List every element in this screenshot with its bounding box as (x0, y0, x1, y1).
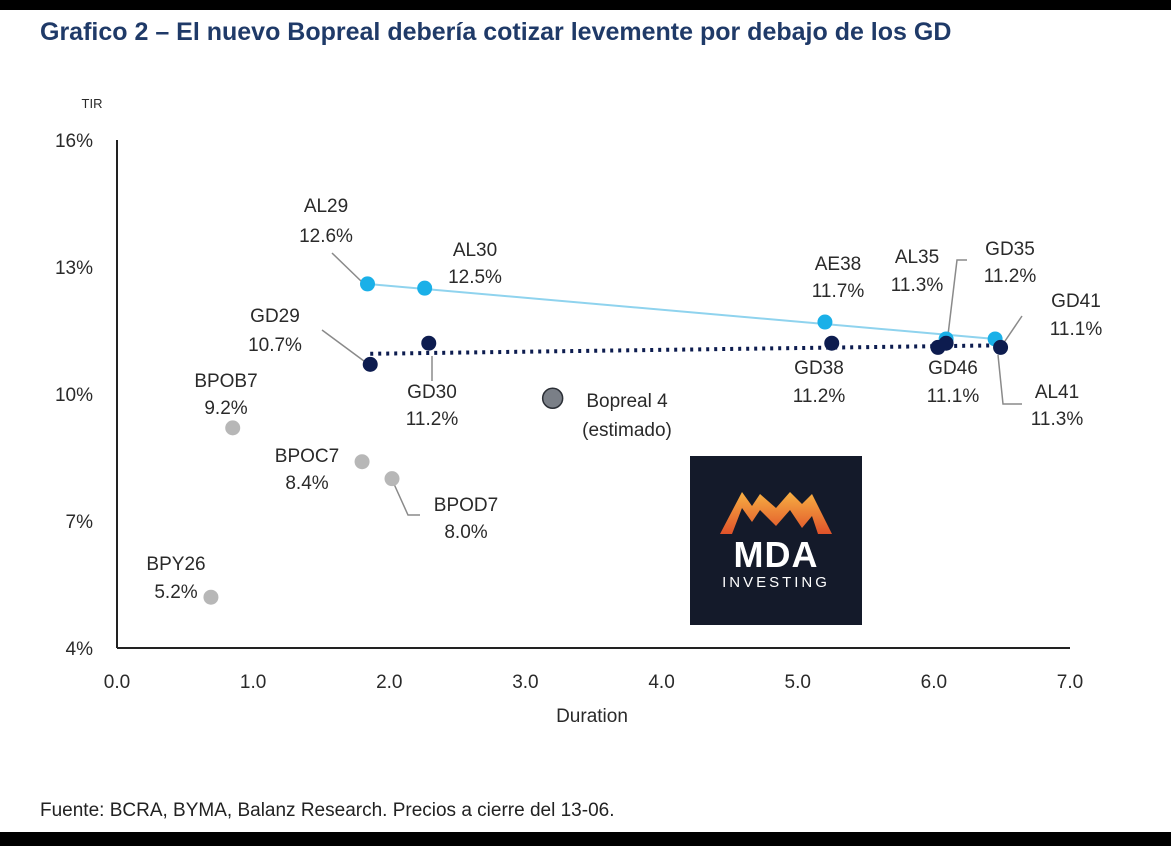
y-tick-label: 4% (66, 639, 94, 660)
logo-main-text: MDA (733, 534, 819, 575)
leader-line-al29 (331, 252, 363, 283)
point-value-bpoc7: 8.4% (285, 473, 328, 494)
point-bpod7 (384, 471, 400, 487)
point-gd29 (362, 356, 378, 372)
al-trendline (367, 282, 996, 340)
point-gd41 (993, 339, 1009, 355)
point-label-gd38: GD38 (794, 358, 844, 379)
point-value-al35: 11.3% (891, 275, 944, 296)
point-label-bpoc7: BPOC7 (275, 446, 339, 467)
point-label-al30: AL30 (453, 240, 497, 261)
source-note: Fuente: BCRA, BYMA, Balanz Research. Pre… (40, 800, 615, 821)
x-tick-label: 0.0 (104, 672, 130, 693)
y-tick-label: 16% (55, 131, 93, 152)
point-al30 (417, 280, 433, 296)
x-axis-label: Duration (556, 706, 628, 727)
point-al29 (360, 276, 376, 292)
point-label-gd46: GD46 (928, 358, 978, 379)
x-tick-label: 2.0 (376, 672, 402, 693)
point-bpy26 (203, 589, 219, 605)
logo-sub-text: INVESTING (722, 574, 830, 591)
point-value-bopreal-4: (estimado) (582, 420, 672, 441)
leader-line-gd41 (1002, 315, 1023, 345)
gd-trendline (370, 343, 1001, 356)
point-value-al30: 12.5% (448, 267, 502, 288)
point-value-bpod7: 8.0% (444, 522, 487, 543)
leader-line-gd29 (321, 329, 369, 365)
point-label-ae38: AE38 (815, 254, 861, 275)
point-label-al29: AL29 (304, 196, 348, 217)
point-label-al41: AL41 (1035, 382, 1079, 403)
point-value-gd46: 11.1% (927, 386, 980, 407)
y-tick-label: 7% (66, 512, 94, 533)
point-bopreal-4 (541, 387, 564, 409)
y-tick-label: 13% (55, 258, 93, 279)
point-label-bopreal-4: Bopreal 4 (586, 391, 668, 412)
point-value-bpy26: 5.2% (154, 582, 197, 603)
x-tick-label: 1.0 (240, 672, 266, 693)
point-label-gd35: GD35 (985, 239, 1035, 260)
leader-line-gd35 (947, 259, 967, 336)
point-value-gd29: 10.7% (248, 335, 302, 356)
point-label-al35: AL35 (895, 247, 939, 268)
point-value-ae38: 11.7% (812, 281, 865, 302)
x-tick-label: 6.0 (921, 672, 947, 693)
point-ae38 (817, 314, 833, 330)
point-label-gd29: GD29 (250, 306, 300, 327)
chart-page: Grafico 2 – El nuevo Bopreal debería cot… (0, 10, 1171, 832)
x-tick-label: 4.0 (648, 672, 674, 693)
y-axis-label: TIR (82, 96, 103, 111)
point-value-gd35: 11.2% (984, 266, 1037, 287)
point-value-gd38: 11.2% (793, 386, 846, 407)
chart-title: Grafico 2 – El nuevo Bopreal debería cot… (40, 18, 952, 46)
x-tick-label: 3.0 (512, 672, 538, 693)
point-label-gd41: GD41 (1051, 291, 1101, 312)
point-bpoc7 (354, 454, 370, 470)
point-value-bpob7: 9.2% (204, 398, 247, 419)
leader-line-al41 (997, 354, 1022, 405)
point-value-al41: 11.3% (1031, 409, 1084, 430)
mda-investing-logo: MDA INVESTING (690, 456, 862, 625)
point-value-gd30: 11.2% (406, 409, 459, 430)
y-tick-label: 10% (55, 385, 93, 406)
mountain-logo-icon (720, 492, 832, 534)
point-label-bpod7: BPOD7 (434, 495, 498, 516)
point-gd30 (421, 335, 437, 351)
point-bpob7 (225, 420, 241, 436)
scatter-chart: 4% 7% 10% 13% 16% 0.0 1.0 2.0 3.0 4.0 5.0 6.0 7.0 TIR… (55, 96, 1103, 727)
point-value-al29: 12.6% (299, 226, 353, 247)
point-gd38 (824, 335, 840, 351)
point-label-gd30: GD30 (407, 382, 457, 403)
point-gd35 (938, 335, 954, 351)
point-value-gd41: 11.1% (1050, 319, 1103, 340)
x-tick-label: 5.0 (785, 672, 811, 693)
point-label-bpob7: BPOB7 (194, 371, 257, 392)
x-tick-label: 7.0 (1057, 672, 1083, 693)
leader-line-bpod7 (393, 483, 420, 516)
point-label-bpy26: BPY26 (146, 554, 205, 575)
